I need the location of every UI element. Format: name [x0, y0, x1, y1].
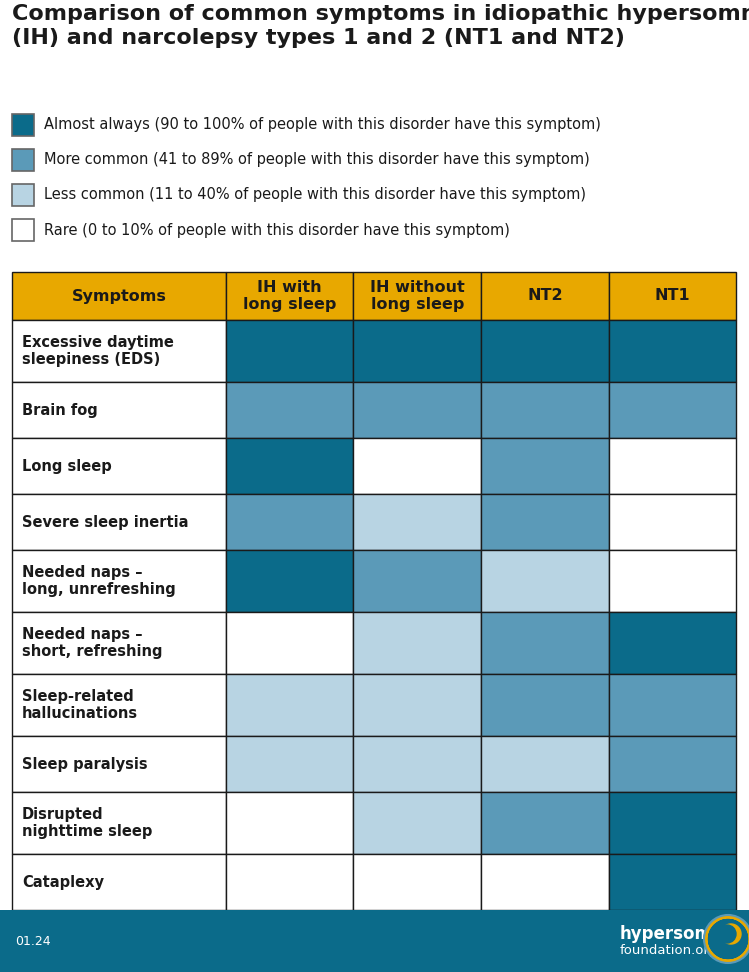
Bar: [12, 219, 34, 241]
Text: hypersomnia: hypersomnia: [620, 925, 742, 943]
Bar: [481, 792, 609, 854]
Text: Symptoms: Symptoms: [71, 289, 166, 303]
Bar: [226, 674, 354, 736]
Wedge shape: [706, 917, 749, 961]
Bar: [12, 854, 226, 910]
Bar: [609, 792, 736, 854]
Bar: [609, 438, 736, 494]
Circle shape: [721, 924, 741, 944]
Bar: [354, 494, 481, 550]
Bar: [12, 149, 34, 171]
Bar: [12, 550, 226, 612]
Text: Sleep-related
hallucinations: Sleep-related hallucinations: [22, 689, 138, 721]
Bar: [226, 736, 354, 792]
Bar: [354, 320, 481, 382]
Bar: [354, 272, 481, 320]
Bar: [481, 854, 609, 910]
Bar: [354, 854, 481, 910]
Bar: [354, 736, 481, 792]
Circle shape: [704, 915, 749, 963]
Text: Rare (0 to 10% of people with this disorder have this symptom): Rare (0 to 10% of people with this disor…: [44, 223, 510, 237]
Bar: [609, 272, 736, 320]
Bar: [481, 494, 609, 550]
Text: Needed naps –
short, refreshing: Needed naps – short, refreshing: [22, 627, 163, 659]
Text: Excessive daytime
sleepiness (EDS): Excessive daytime sleepiness (EDS): [22, 334, 174, 367]
Bar: [12, 272, 226, 320]
Bar: [609, 736, 736, 792]
Bar: [12, 114, 34, 136]
Bar: [226, 612, 354, 674]
Text: Cataplexy: Cataplexy: [22, 875, 104, 889]
Bar: [609, 494, 736, 550]
Bar: [226, 272, 354, 320]
Bar: [481, 736, 609, 792]
Bar: [609, 674, 736, 736]
Bar: [12, 382, 226, 438]
Bar: [12, 320, 226, 382]
Bar: [354, 550, 481, 612]
Bar: [12, 438, 226, 494]
Bar: [609, 550, 736, 612]
Text: foundation.org: foundation.org: [620, 944, 718, 956]
Bar: [481, 272, 609, 320]
Text: Sleep paralysis: Sleep paralysis: [22, 756, 148, 772]
Bar: [609, 854, 736, 910]
Bar: [354, 438, 481, 494]
Bar: [226, 494, 354, 550]
Bar: [12, 494, 226, 550]
Bar: [226, 550, 354, 612]
Text: Long sleep: Long sleep: [22, 459, 112, 473]
Bar: [226, 320, 354, 382]
Text: More common (41 to 89% of people with this disorder have this symptom): More common (41 to 89% of people with th…: [44, 153, 589, 167]
Bar: [12, 184, 34, 206]
Bar: [354, 382, 481, 438]
Bar: [354, 792, 481, 854]
Text: Disrupted
nighttime sleep: Disrupted nighttime sleep: [22, 807, 152, 839]
Text: Brain fog: Brain fog: [22, 402, 98, 418]
Bar: [609, 612, 736, 674]
Bar: [226, 854, 354, 910]
Bar: [481, 320, 609, 382]
Circle shape: [718, 925, 736, 943]
Bar: [481, 612, 609, 674]
Text: Needed naps –
long, unrefreshing: Needed naps – long, unrefreshing: [22, 565, 176, 597]
Bar: [12, 736, 226, 792]
Text: Severe sleep inertia: Severe sleep inertia: [22, 514, 189, 530]
Bar: [354, 674, 481, 736]
Text: IH without
long sleep: IH without long sleep: [370, 280, 464, 312]
Text: 01.24: 01.24: [15, 934, 51, 948]
Text: IH with
long sleep: IH with long sleep: [243, 280, 336, 312]
Text: NT2: NT2: [527, 289, 562, 303]
Bar: [609, 320, 736, 382]
Bar: [12, 792, 226, 854]
Bar: [0, 910, 749, 972]
Bar: [481, 550, 609, 612]
Bar: [354, 612, 481, 674]
Bar: [481, 438, 609, 494]
Bar: [226, 438, 354, 494]
Text: Almost always (90 to 100% of people with this disorder have this symptom): Almost always (90 to 100% of people with…: [44, 118, 601, 132]
Bar: [481, 674, 609, 736]
Bar: [226, 382, 354, 438]
Bar: [12, 674, 226, 736]
Bar: [481, 382, 609, 438]
Text: Comparison of common symptoms in idiopathic hypersomnia
(IH) and narcolepsy type: Comparison of common symptoms in idiopat…: [12, 4, 749, 48]
Bar: [226, 792, 354, 854]
Text: NT1: NT1: [655, 289, 691, 303]
Bar: [12, 612, 226, 674]
Bar: [609, 382, 736, 438]
Text: Less common (11 to 40% of people with this disorder have this symptom): Less common (11 to 40% of people with th…: [44, 188, 586, 202]
